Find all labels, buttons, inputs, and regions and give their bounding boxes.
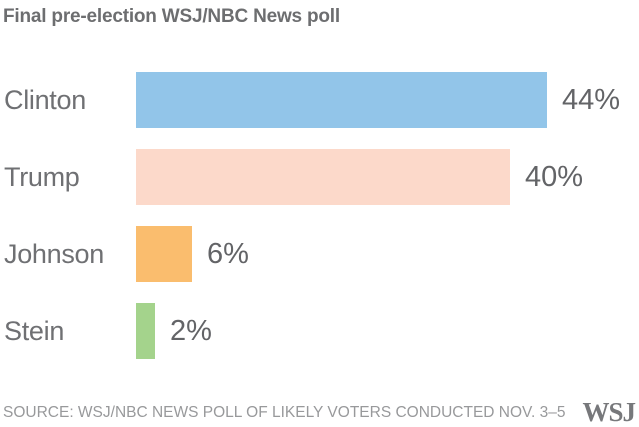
- bar: [136, 149, 510, 205]
- category-label: Trump: [4, 161, 80, 192]
- bar-row: Johnson 6%: [0, 226, 639, 282]
- source-note: SOURCE: WSJ/NBC NEWS POLL OF LIKELY VOTE…: [3, 404, 566, 421]
- value-label: 40%: [525, 160, 584, 193]
- bar: [136, 72, 547, 128]
- value-label: 6%: [207, 237, 249, 270]
- category-label: Clinton: [4, 84, 86, 115]
- value-label: 2%: [170, 314, 212, 347]
- chart-footer: SOURCE: WSJ/NBC NEWS POLL OF LIKELY VOTE…: [3, 397, 636, 427]
- bar: [136, 303, 155, 359]
- chart-title: Final pre-election WSJ/NBC News poll: [3, 6, 340, 27]
- category-label: Johnson: [4, 238, 104, 269]
- bar-row: Clinton 44%: [0, 72, 639, 128]
- wsj-logo: WSJ: [582, 397, 636, 427]
- bar-row: Stein 2%: [0, 303, 639, 359]
- category-label: Stein: [4, 315, 65, 346]
- bar: [136, 226, 192, 282]
- bar-rows: Clinton 44% Trump 40% Johnson 6% Stein 2%: [0, 72, 639, 380]
- value-label: 44%: [562, 83, 621, 116]
- bar-row: Trump 40%: [0, 149, 639, 205]
